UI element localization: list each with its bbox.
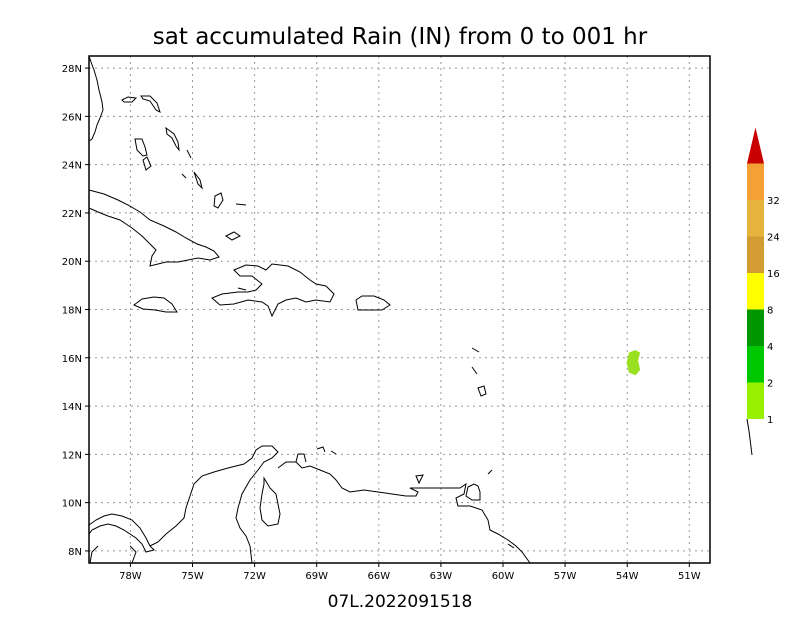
colorbar-segment <box>747 382 764 419</box>
lat-tick-label: 24N <box>62 161 82 172</box>
colorbar-segment <box>747 236 764 273</box>
coastlines <box>88 55 531 564</box>
lat-tick-label: 28N <box>62 64 82 75</box>
lon-tick-label: 63W <box>430 571 453 582</box>
coastline-bahamas-10 <box>235 203 247 206</box>
colorbar-under-tail <box>746 418 753 456</box>
coastline-bahamas-5 <box>165 126 180 152</box>
lat-tick-label: 20N <box>62 257 82 268</box>
gridlines <box>89 56 710 563</box>
colorbar-label: 32 <box>767 196 780 207</box>
colorbar-segment <box>747 309 764 346</box>
coastline-bahamas-8 <box>193 171 203 190</box>
coastline-florida <box>88 55 104 142</box>
coastline-lake-maracaibo <box>259 476 281 527</box>
coastline-bahamas-2 <box>140 95 161 113</box>
colorbar-segment <box>747 346 764 383</box>
longitude-tick-labels: 78W 75W 72W 69W 66W 63W 60W 57W 54W 51W <box>119 563 701 582</box>
lat-tick-label: 8N <box>68 547 82 558</box>
coastline-antilles-3 <box>477 385 487 397</box>
colorbar-segment <box>747 273 764 310</box>
colorbar-label: 24 <box>767 233 780 244</box>
coastline-south-america <box>149 445 279 564</box>
coastline-panama <box>129 545 137 564</box>
colorbar-label: 4 <box>767 342 773 353</box>
lat-tick-label: 22N <box>62 209 82 220</box>
coastline-hispaniola <box>211 263 335 318</box>
rain-patch <box>626 349 641 376</box>
coastline-bahamas-9 <box>213 192 224 209</box>
coastline-antilles-4 <box>487 469 493 475</box>
lon-tick-label: 51W <box>678 571 701 582</box>
lat-tick-label: 16N <box>62 354 82 365</box>
lat-tick-label: 14N <box>62 402 82 413</box>
coastline-cuba <box>88 189 220 267</box>
coastline-central-america <box>88 513 155 553</box>
coastline-antilles-5 <box>415 474 424 485</box>
coastline-jamaica <box>133 296 178 313</box>
colorbar-segment <box>747 163 764 200</box>
coastline-bahamas-4 <box>142 156 152 171</box>
coastline-antilles-6 <box>316 446 337 455</box>
latitude-tick-labels: 8N 10N 12N 14N 16N 18N 20N 22N 24N 26N 28N <box>62 64 89 558</box>
coastline-costa-rica <box>89 545 99 564</box>
coastline-trinidad <box>465 483 481 501</box>
coastline-bahamas-3 <box>134 138 148 157</box>
lon-tick-label: 69W <box>305 571 328 582</box>
lon-tick-label: 78W <box>119 571 142 582</box>
lat-tick-label: 26N <box>62 112 82 123</box>
coastline-venezuela <box>277 461 531 564</box>
colorbar-label: 8 <box>767 306 773 317</box>
colorbar-segment <box>747 200 764 237</box>
coastline-bahamas-11 <box>225 231 241 241</box>
lat-tick-label: 18N <box>62 306 82 317</box>
colorbar-label: 2 <box>767 379 773 390</box>
coastline-antilles-1 <box>471 347 480 353</box>
map-title: sat accumulated Rain (IN) from 0 to 001 … <box>153 24 648 50</box>
lon-tick-label: 60W <box>492 571 515 582</box>
footer-label: 07L.2022091518 <box>328 592 473 612</box>
lon-tick-label: 75W <box>181 571 204 582</box>
coastline-bahamas-1 <box>121 96 138 103</box>
coastline-antilles-2 <box>471 366 478 375</box>
lon-tick-label: 57W <box>554 571 577 582</box>
coastline-bahamas-7 <box>181 173 187 179</box>
lon-tick-label: 54W <box>616 571 639 582</box>
coastline-puerto-rico <box>355 295 391 311</box>
lat-tick-label: 10N <box>62 499 82 510</box>
colorbar-label: 1 <box>767 415 773 426</box>
lon-tick-label: 72W <box>243 571 266 582</box>
map-background <box>89 56 710 563</box>
coastline-bahamas-6 <box>186 149 192 159</box>
coastline-gonave <box>237 287 247 291</box>
map-area <box>88 55 711 564</box>
coastline-paraguana <box>295 453 307 463</box>
lon-tick-label: 66W <box>367 571 390 582</box>
lat-tick-label: 12N <box>62 450 82 461</box>
colorbar-over-triangle <box>747 127 764 164</box>
coastline-coast-east <box>507 543 515 549</box>
colorbar-label: 16 <box>767 269 780 280</box>
